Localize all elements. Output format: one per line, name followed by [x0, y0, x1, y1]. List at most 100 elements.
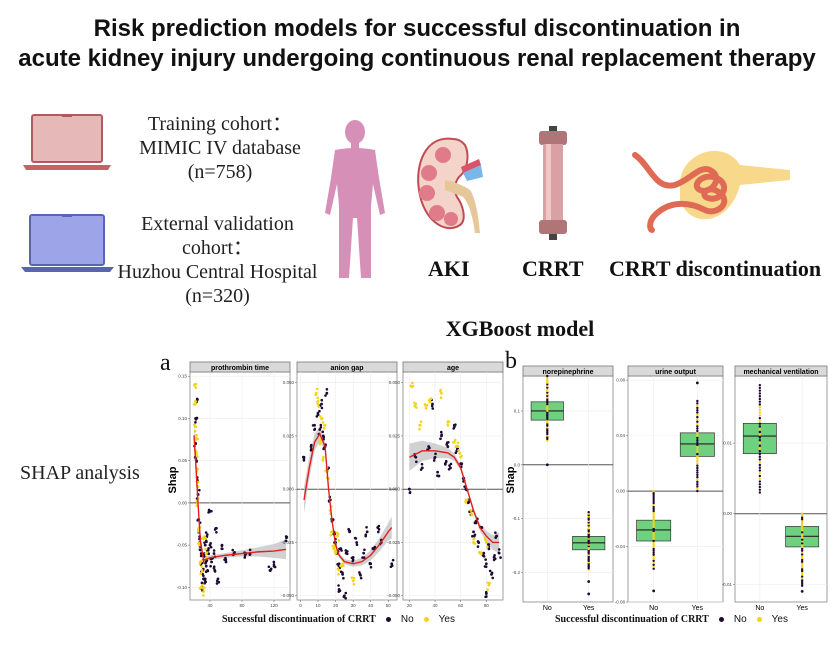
data-point	[652, 499, 655, 503]
data-point-no	[233, 550, 236, 554]
data-point-no	[199, 554, 203, 558]
x-tick-label: No	[755, 605, 764, 612]
data-point	[546, 384, 549, 388]
y-tick-label: -0.025	[387, 540, 400, 545]
data-point-no	[434, 452, 437, 456]
data-point-no	[272, 560, 276, 564]
data-point-no	[494, 531, 497, 534]
data-point-no	[444, 460, 448, 464]
data-point-no	[318, 428, 322, 431]
data-point-no	[359, 574, 362, 577]
data-point-yes	[195, 504, 199, 507]
training-cohort-text: Training cohort： MIMIC IV database (n=75…	[120, 112, 320, 184]
data-point	[652, 535, 655, 539]
facet-strip	[296, 361, 398, 373]
data-point-no	[491, 576, 495, 580]
x-tick-label: 80	[484, 603, 490, 608]
data-point	[546, 402, 549, 406]
data-point	[546, 378, 549, 381]
data-point-yes	[321, 458, 325, 461]
data-point-no	[301, 455, 305, 459]
data-point-no	[482, 555, 486, 558]
aki-label: AKI	[428, 256, 470, 281]
data-point-no	[408, 490, 412, 494]
chart-panel-mechanical-ventilation: mechanical ventilation -0.01 0.00 0.01 No Yes	[722, 365, 828, 612]
data-point	[800, 556, 804, 560]
data-point	[652, 509, 655, 513]
data-point-no	[243, 554, 247, 557]
data-point-no	[224, 556, 227, 560]
data-point-yes	[411, 381, 414, 385]
smooth-line	[409, 450, 500, 544]
chart-panel-anion-gap: anion gap -0.050 -0.025 0.000 0.025 0.050 0 10 2…	[281, 361, 398, 608]
crrt-discontinuation-label: CRRT discontinuation	[609, 256, 822, 281]
data-point-yes	[457, 449, 460, 452]
data-point-yes	[429, 397, 433, 401]
data-point-no	[204, 531, 208, 534]
data-point-no	[207, 511, 210, 514]
data-point-no	[215, 579, 219, 583]
data-point	[800, 543, 804, 547]
y-tick-label: -0.050	[387, 593, 400, 598]
validation-cohort-text: External validation cohort： Huzhou Centr…	[110, 212, 325, 308]
data-point	[800, 555, 804, 558]
data-point-yes	[352, 582, 356, 586]
data-point-no	[200, 581, 204, 585]
data-point	[546, 406, 549, 409]
y-tick-label: -0.04	[615, 544, 626, 549]
data-point-yes	[460, 454, 463, 458]
data-point	[696, 422, 699, 426]
data-point-no	[432, 459, 436, 462]
data-point	[696, 443, 699, 447]
data-point-yes	[194, 386, 198, 389]
data-point	[696, 445, 699, 449]
data-point	[758, 466, 762, 469]
data-point-yes	[198, 562, 202, 565]
data-point	[546, 383, 549, 386]
data-point	[546, 374, 549, 378]
data-point	[800, 527, 804, 530]
legend-no-dot	[718, 617, 724, 622]
data-point-no	[204, 561, 207, 565]
x-tick-label: 50	[386, 603, 392, 608]
data-point	[696, 448, 699, 451]
outlier-point	[587, 580, 591, 583]
data-point	[800, 569, 804, 573]
data-point	[546, 404, 549, 408]
data-point-yes	[329, 533, 333, 537]
data-point-yes	[479, 551, 483, 554]
validation-cohort-n: (n=320)	[185, 285, 250, 307]
data-point-yes	[484, 538, 487, 542]
legend-yes-label: Yes	[438, 614, 455, 625]
data-point-no	[480, 525, 484, 529]
y-tick-label: -0.10	[177, 585, 188, 590]
x-tick-label: 20	[407, 603, 413, 608]
data-point	[696, 487, 699, 490]
data-point	[652, 549, 655, 553]
data-point	[546, 431, 549, 434]
data-point-no	[347, 529, 351, 532]
data-point-no	[340, 549, 343, 552]
training-cohort-label: Training cohort：	[147, 113, 293, 135]
data-point-yes	[484, 541, 488, 544]
data-point	[652, 537, 655, 541]
data-point-yes	[199, 572, 203, 576]
facet-title: prothrombin time	[211, 365, 269, 372]
data-point	[652, 489, 655, 493]
data-point	[652, 491, 655, 495]
data-point-no	[215, 531, 218, 534]
data-point	[800, 518, 804, 521]
data-point-yes	[340, 565, 343, 568]
facet-strip	[734, 365, 828, 377]
data-point-yes	[424, 406, 428, 410]
y-tick-label: -0.050	[281, 593, 294, 598]
data-point-yes	[202, 586, 205, 590]
data-point-no	[202, 574, 205, 578]
data-point	[758, 403, 762, 406]
data-point-no	[493, 554, 496, 557]
data-point	[696, 411, 699, 414]
data-point-no	[342, 595, 346, 599]
data-point-no	[433, 456, 436, 460]
data-point	[800, 558, 804, 562]
